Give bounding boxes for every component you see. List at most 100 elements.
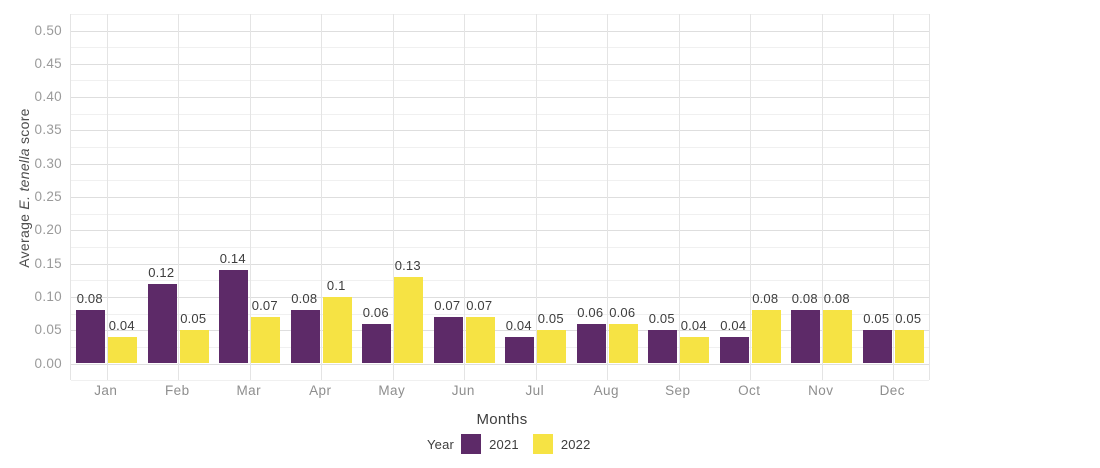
bar-value-label: 0.08 bbox=[291, 291, 318, 307]
y-tick-label: 0.25 bbox=[34, 189, 62, 204]
bar-2021-apr bbox=[290, 310, 320, 364]
x-tick-label: Apr bbox=[309, 383, 332, 398]
bar-value-label: 0.08 bbox=[791, 291, 818, 307]
bar-value-label: 0.04 bbox=[505, 317, 532, 333]
vertical-gridline bbox=[321, 14, 323, 380]
y-tick-label: 0.40 bbox=[34, 89, 62, 105]
bar-value-label: 0.06 bbox=[577, 304, 604, 320]
minor-gridline bbox=[71, 313, 929, 315]
bar-value-label: 0.07 bbox=[251, 297, 278, 313]
bar-2022-oct bbox=[751, 310, 781, 364]
bar-value-label: 0.04 bbox=[680, 317, 707, 333]
bar-2021-dec bbox=[862, 330, 892, 364]
vertical-gridline bbox=[464, 14, 466, 380]
vertical-gridline bbox=[535, 14, 537, 380]
bar-2021-jun bbox=[433, 316, 463, 364]
bar-value-label: 0.05 bbox=[537, 311, 564, 327]
bar-2022-jun bbox=[465, 316, 495, 364]
x-tick-label: Dec bbox=[879, 383, 905, 398]
x-tick-label: Nov bbox=[808, 383, 834, 398]
major-gridline bbox=[71, 296, 929, 298]
x-tick-label: Jul bbox=[525, 383, 544, 398]
bar-value-label: 0.06 bbox=[609, 304, 636, 320]
bar-2022-jan bbox=[108, 336, 138, 364]
bar-2021-jul bbox=[505, 336, 535, 364]
bar-2022-jul bbox=[537, 330, 567, 364]
major-gridline bbox=[71, 363, 929, 365]
bar-2022-feb bbox=[179, 330, 209, 364]
minor-gridline bbox=[71, 380, 929, 382]
y-tick-label: 0.35 bbox=[34, 122, 62, 138]
x-tick-label: Sep bbox=[665, 383, 691, 398]
x-tick-label: Jan bbox=[94, 383, 118, 398]
bar-2021-feb bbox=[147, 283, 177, 364]
legend-label-2021: 2021 bbox=[489, 436, 519, 452]
bar-value-label: 0.05 bbox=[895, 311, 922, 327]
bar-2022-nov bbox=[823, 310, 853, 364]
major-gridline bbox=[71, 130, 929, 132]
bar-value-label: 0.04 bbox=[108, 317, 135, 333]
vertical-gridline bbox=[106, 14, 108, 380]
vertical-gridline bbox=[607, 14, 609, 380]
minor-gridline bbox=[71, 113, 929, 115]
bar-2022-sep bbox=[680, 336, 710, 364]
x-tick-label: Oct bbox=[738, 383, 761, 398]
y-tick-label: 0.10 bbox=[34, 288, 62, 304]
bar-value-label: 0.08 bbox=[823, 291, 850, 307]
major-gridline bbox=[71, 163, 929, 165]
bar-2022-may bbox=[394, 276, 424, 364]
x-tick-label: Feb bbox=[165, 383, 190, 398]
vertical-gridline bbox=[178, 14, 180, 380]
minor-gridline bbox=[71, 246, 929, 248]
y-tick-label: 0.05 bbox=[34, 322, 62, 338]
bar-value-label: 0.07 bbox=[466, 297, 493, 313]
y-tick-label: 0.00 bbox=[34, 355, 62, 371]
y-tick-label: 0.15 bbox=[34, 255, 62, 271]
bar-2021-jan bbox=[76, 310, 106, 364]
minor-gridline bbox=[71, 13, 929, 15]
bar-2022-mar bbox=[251, 316, 281, 364]
x-tick-label: Aug bbox=[593, 383, 619, 398]
bar-2022-aug bbox=[608, 323, 638, 364]
major-gridline bbox=[71, 30, 929, 32]
bar-value-label: 0.06 bbox=[362, 304, 389, 320]
major-gridline bbox=[71, 97, 929, 99]
minor-gridline bbox=[71, 280, 929, 282]
minor-gridline bbox=[71, 346, 929, 348]
bar-2021-oct bbox=[719, 336, 749, 364]
bar-value-label: 0.04 bbox=[720, 317, 747, 333]
bar-value-label: 0.1 bbox=[326, 277, 346, 293]
legend-swatch-2022 bbox=[532, 434, 553, 454]
bar-2021-nov bbox=[791, 310, 821, 364]
bar-2022-apr bbox=[322, 296, 352, 364]
bar-value-label: 0.07 bbox=[434, 297, 461, 313]
minor-gridline bbox=[71, 180, 929, 182]
bar-2021-mar bbox=[219, 270, 249, 364]
x-tick-label: May bbox=[378, 383, 406, 398]
bar-2021-may bbox=[362, 323, 392, 364]
bar-value-label: 0.12 bbox=[148, 264, 175, 280]
minor-gridline bbox=[71, 213, 929, 215]
major-gridline bbox=[71, 230, 929, 232]
minor-gridline bbox=[71, 47, 929, 49]
bar-value-label: 0.05 bbox=[863, 311, 890, 327]
vertical-gridline bbox=[821, 14, 823, 380]
bar-2021-sep bbox=[648, 330, 678, 364]
major-gridline bbox=[71, 263, 929, 265]
major-gridline bbox=[71, 63, 929, 65]
vertical-gridline bbox=[893, 14, 895, 380]
y-tick-label: 0.20 bbox=[34, 222, 62, 238]
minor-gridline bbox=[71, 80, 929, 82]
vertical-gridline bbox=[678, 14, 680, 380]
major-gridline bbox=[71, 330, 929, 332]
bar-value-label: 0.13 bbox=[394, 257, 421, 273]
bar-2021-aug bbox=[576, 323, 606, 364]
legend-title: Year bbox=[427, 436, 455, 452]
legend: Year 2021 2022 bbox=[427, 433, 605, 455]
x-axis-title: Months bbox=[476, 411, 528, 428]
x-tick-label: Jun bbox=[451, 383, 475, 398]
major-gridline bbox=[71, 197, 929, 198]
plot-area bbox=[70, 13, 930, 382]
vertical-gridline bbox=[392, 14, 394, 380]
